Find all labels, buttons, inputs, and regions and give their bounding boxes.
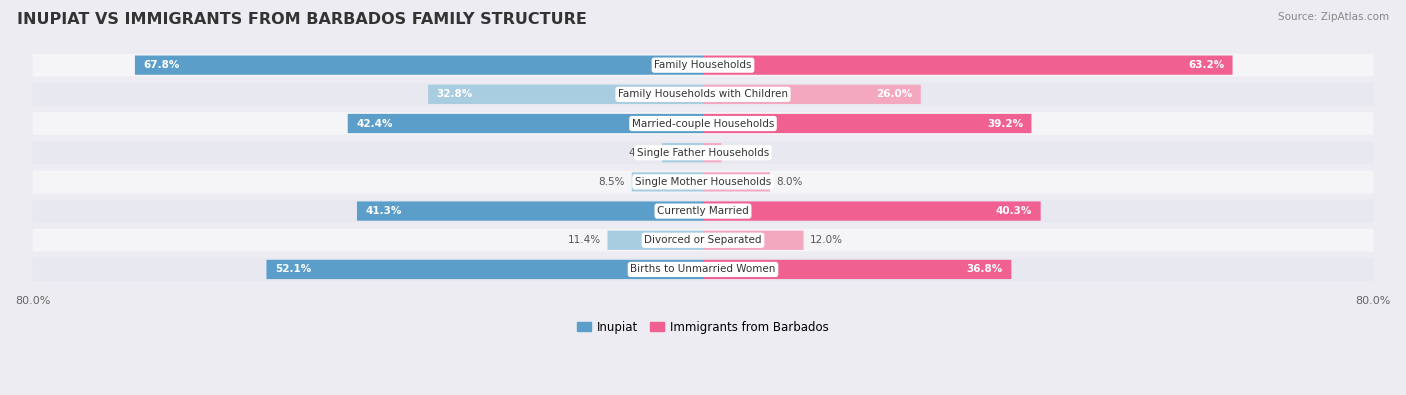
FancyBboxPatch shape <box>429 85 703 104</box>
FancyBboxPatch shape <box>703 143 721 162</box>
FancyBboxPatch shape <box>32 200 1374 222</box>
Text: 39.2%: 39.2% <box>987 118 1024 128</box>
Text: 42.4%: 42.4% <box>356 118 392 128</box>
Text: INUPIAT VS IMMIGRANTS FROM BARBADOS FAMILY STRUCTURE: INUPIAT VS IMMIGRANTS FROM BARBADOS FAMI… <box>17 12 586 27</box>
Text: Family Households: Family Households <box>654 60 752 70</box>
FancyBboxPatch shape <box>32 171 1374 193</box>
Text: 32.8%: 32.8% <box>436 89 472 99</box>
FancyBboxPatch shape <box>703 201 1040 221</box>
Text: 4.9%: 4.9% <box>628 148 655 158</box>
FancyBboxPatch shape <box>631 172 703 192</box>
FancyBboxPatch shape <box>32 83 1374 106</box>
Text: 36.8%: 36.8% <box>967 264 1002 275</box>
Text: Single Father Households: Single Father Households <box>637 148 769 158</box>
FancyBboxPatch shape <box>32 229 1374 252</box>
FancyBboxPatch shape <box>32 141 1374 164</box>
Text: Family Households with Children: Family Households with Children <box>619 89 787 99</box>
Text: Currently Married: Currently Married <box>657 206 749 216</box>
Text: Divorced or Separated: Divorced or Separated <box>644 235 762 245</box>
FancyBboxPatch shape <box>703 114 1032 133</box>
Text: 8.5%: 8.5% <box>599 177 626 187</box>
FancyBboxPatch shape <box>703 231 804 250</box>
FancyBboxPatch shape <box>662 143 703 162</box>
FancyBboxPatch shape <box>703 85 921 104</box>
FancyBboxPatch shape <box>703 172 770 192</box>
Text: 63.2%: 63.2% <box>1188 60 1225 70</box>
Legend: Inupiat, Immigrants from Barbados: Inupiat, Immigrants from Barbados <box>572 316 834 339</box>
Text: 2.2%: 2.2% <box>728 148 755 158</box>
Text: 26.0%: 26.0% <box>876 89 912 99</box>
FancyBboxPatch shape <box>703 260 1011 279</box>
FancyBboxPatch shape <box>32 54 1374 77</box>
Text: 67.8%: 67.8% <box>143 60 180 70</box>
Text: 12.0%: 12.0% <box>810 235 844 245</box>
Text: 8.0%: 8.0% <box>776 177 803 187</box>
Text: 52.1%: 52.1% <box>274 264 311 275</box>
FancyBboxPatch shape <box>703 56 1233 75</box>
FancyBboxPatch shape <box>32 112 1374 135</box>
Text: 11.4%: 11.4% <box>568 235 600 245</box>
FancyBboxPatch shape <box>357 201 703 221</box>
Text: Births to Unmarried Women: Births to Unmarried Women <box>630 264 776 275</box>
Text: 40.3%: 40.3% <box>995 206 1032 216</box>
Text: Single Mother Households: Single Mother Households <box>636 177 770 187</box>
FancyBboxPatch shape <box>267 260 703 279</box>
Text: Married-couple Households: Married-couple Households <box>631 118 775 128</box>
FancyBboxPatch shape <box>135 56 703 75</box>
FancyBboxPatch shape <box>607 231 703 250</box>
FancyBboxPatch shape <box>347 114 703 133</box>
FancyBboxPatch shape <box>32 258 1374 281</box>
Text: Source: ZipAtlas.com: Source: ZipAtlas.com <box>1278 12 1389 22</box>
Text: 41.3%: 41.3% <box>366 206 402 216</box>
